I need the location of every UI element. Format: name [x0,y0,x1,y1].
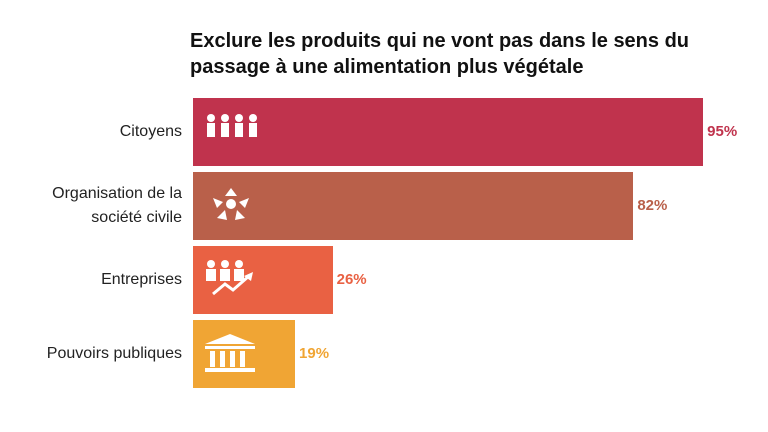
icon [203,184,259,231]
icon [203,258,259,305]
category-label: Organisation de la société civile [52,185,182,226]
category-label: Citoyens [119,123,182,140]
value-label: 95% [707,123,738,140]
icon-shape [213,188,249,220]
icon [203,110,259,157]
bar [193,98,704,166]
icon-shape [206,260,253,296]
icon [203,332,259,379]
icon-shape [207,114,257,137]
category-label: Pouvoirs publiques [46,345,182,362]
value-label: 26% [336,271,367,288]
value-label: 19% [299,345,330,362]
chart-title: Exclure les produits qui ne vont pas dan… [190,30,690,78]
bar [193,172,634,240]
value-label: 82% [637,197,668,214]
category-label: Entreprises [101,271,182,288]
icon-shape [205,334,255,372]
bar [193,246,333,314]
